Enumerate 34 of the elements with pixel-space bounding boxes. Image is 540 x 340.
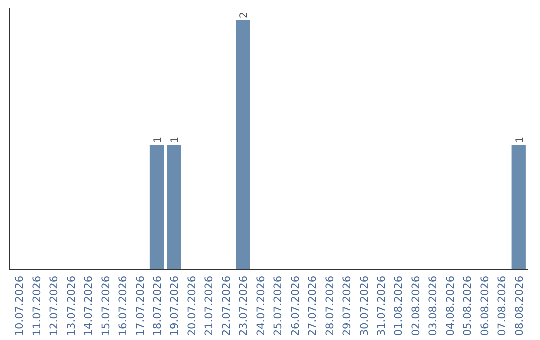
x-tick-label: 16.07.2026 [118,276,130,336]
data-label: 1 [152,136,164,144]
x-tick-label: 07.08.2026 [496,276,509,336]
data-label: 1 [170,136,182,144]
x-tick-label: 17.07.2026 [134,276,147,336]
x-tick-label: 30.07.2026 [358,276,371,336]
data-label: 2 [239,12,250,18]
x-tick-label: 23.07.2026 [238,276,250,336]
x-tick-label: 31.07.2026 [376,276,388,336]
x-tick-label: 06.08.2026 [479,276,492,336]
x-tick-label: 12.07.2026 [48,276,61,336]
x-tick-label: 21.07.2026 [204,276,216,336]
x-tick-label: 10.07.2026 [14,276,26,336]
x-tick-label: 22.07.2026 [220,276,233,336]
x-tick-label: 19.07.2026 [169,276,182,336]
x-tick-label: 20.07.2026 [186,276,198,336]
x-tick-label: 26.07.2026 [290,276,302,336]
x-tick-label: 27.07.2026 [307,276,320,336]
x-tick-label: 01.08.2026 [393,276,406,336]
x-tick-label: 03.08.2026 [428,276,440,336]
x-tick-label: 15.07.2026 [100,276,112,336]
x-tick-label: 05.08.2026 [462,276,474,336]
x-tick-label: 25.07.2026 [272,276,285,336]
x-tick-label: 24.07.2026 [255,276,268,336]
x-tick-label: 08.08.2026 [514,276,526,336]
x-tick-label: 11.07.2026 [31,276,44,336]
x-tick-label: 02.08.2026 [410,276,422,336]
x-tick-label: 13.07.2026 [66,276,78,336]
x-tick-label: 18.07.2026 [152,276,164,336]
x-tick-label: 14.07.2026 [83,276,96,336]
data-label: 1 [514,136,526,144]
x-tick-label: 29.07.2026 [342,276,354,336]
x-tick-label: 28.07.2026 [324,276,336,336]
x-tick-label: 04.08.2026 [444,276,457,336]
